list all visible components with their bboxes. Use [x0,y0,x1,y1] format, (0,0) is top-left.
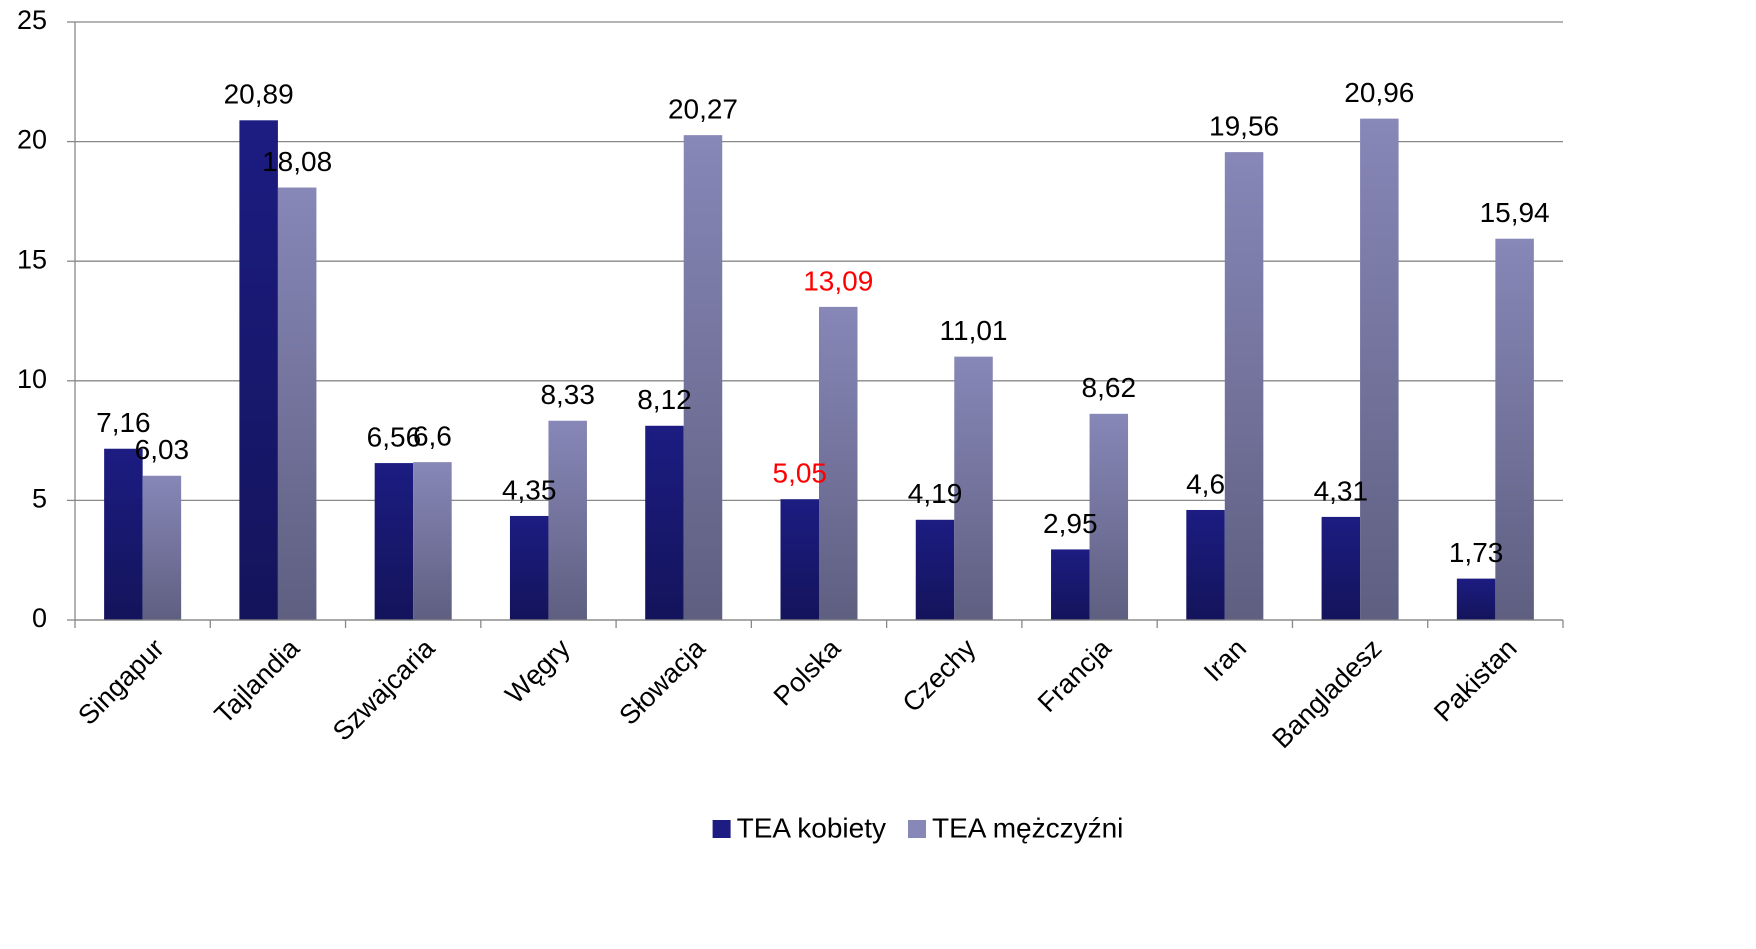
value-label: 19,56 [1209,111,1279,142]
bar-shade [1089,413,1129,620]
legend-label: TEA kobiety [737,812,886,843]
bar-shade [645,425,684,620]
bar-shade [1360,118,1399,620]
value-label: 8,12 [637,384,692,415]
bar-shade [413,462,452,620]
x-tick-label: Słowacja [613,632,711,730]
value-label: 6,03 [135,434,190,465]
x-tick-label: Bangladesz [1266,633,1387,754]
x-tick-label: Czechy [897,633,982,718]
bar-shade [780,499,819,620]
bar-shade [1224,152,1264,620]
value-label: 20,27 [668,94,738,125]
legend-swatch [712,820,731,838]
x-tick-label: Singapur [72,633,170,731]
value-label: 6,56 [367,421,422,452]
bar-shade [1456,578,1496,620]
y-tick-label: 25 [17,5,47,35]
bar-shade [683,135,723,620]
x-tick-label: Francja [1032,632,1118,718]
legend-swatch [908,820,927,838]
value-label: 8,33 [540,379,595,410]
bar-shade [374,463,414,620]
x-tick-label: Polska [768,632,847,711]
value-label: 4,6 [1186,468,1225,499]
x-tick-label: Węgry [499,633,576,710]
value-label: 6,6 [413,421,452,452]
value-label: 4,19 [908,478,963,509]
bar-shade [1051,549,1090,620]
bar-shade [915,519,955,620]
x-tick-label: Iran [1198,633,1252,687]
value-label: 4,35 [502,474,557,505]
y-tick-label: 0 [32,603,47,633]
bar-shade [277,187,317,620]
y-tick-label: 20 [17,125,47,155]
y-tick-label: 10 [17,364,47,394]
legend: TEA kobiety TEA mężczyźni [712,812,1123,843]
y-tick-label: 5 [32,484,47,514]
value-label: 18,08 [262,146,332,177]
bar-shade [1495,238,1534,620]
bar-shade [104,448,143,620]
bar-shade [142,475,182,620]
bar-shade [509,515,549,620]
x-tick-label: Szwajcaria [327,632,441,746]
value-label: 8,62 [1082,372,1137,403]
value-label: 15,94 [1480,197,1550,228]
bar-shade [819,306,858,620]
bar-shade [548,420,587,620]
y-tick-label: 15 [17,244,47,274]
bar-shade [954,356,993,620]
value-label: 2,95 [1043,508,1098,539]
x-tick-label: Pakistan [1428,633,1522,727]
value-label: 11,01 [940,315,1008,346]
value-label: 7,16 [96,407,151,438]
bar-shade [1321,516,1361,620]
legend-label: TEA mężczyźni [932,812,1123,843]
value-label: 5,05 [773,458,828,489]
bar-shade [239,120,278,620]
x-tick-label: Tajlandia [209,632,306,729]
value-label: 1,73 [1449,537,1504,568]
value-label: 4,31 [1314,475,1369,506]
bar-shade [1186,509,1225,620]
value-label: 20,89 [224,79,294,110]
value-label: 20,96 [1344,77,1414,108]
value-label: 13,09 [803,265,873,296]
